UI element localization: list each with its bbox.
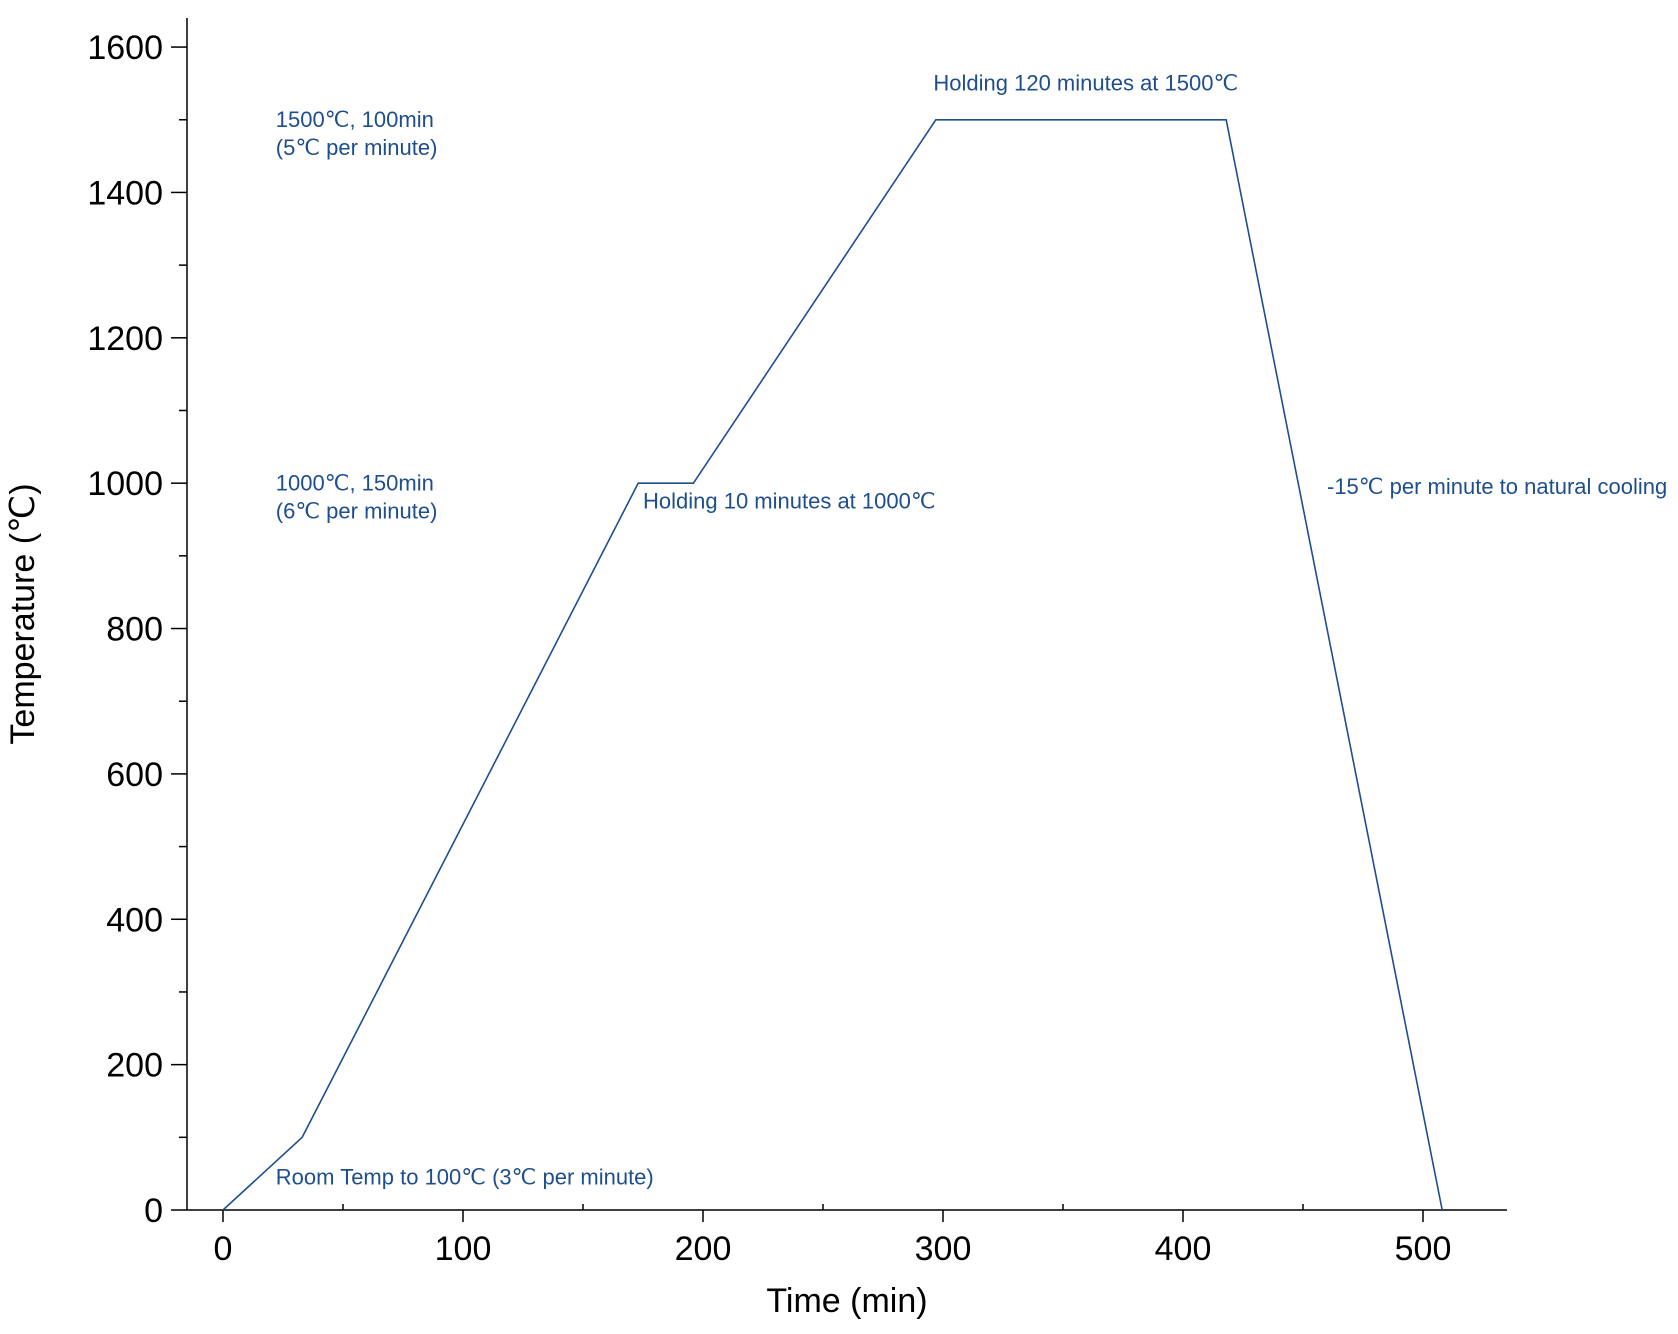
y-tick-label: 0 (144, 1192, 163, 1230)
x-tick-label: 400 (1155, 1230, 1212, 1268)
y-tick-label: 1600 (87, 29, 163, 67)
x-axis-ticks: 0 100 200 300 400 500 (214, 1204, 1452, 1268)
y-tick-label: 1200 (87, 320, 163, 358)
x-tick-label: 100 (435, 1230, 492, 1268)
x-tick-label: 0 (214, 1230, 233, 1268)
y-tick-label: 400 (106, 901, 163, 939)
y-axis-ticks: 0 200 400 600 800 1000 1200 1400 1600 (87, 29, 187, 1230)
x-tick-label: 200 (675, 1230, 732, 1268)
annotation-line: Holding 10 minutes at 1000℃ (643, 489, 936, 514)
annotation-line: 1500℃, 100min (276, 107, 434, 132)
annotation: Room Temp to 100℃ (3℃ per minute) (276, 1165, 654, 1190)
x-tick-label: 300 (915, 1230, 972, 1268)
temperature-profile-line (222, 119, 1443, 1211)
annotation: -15℃ per minute to natural cooling (1327, 474, 1667, 499)
x-axis-title: Time (min) (766, 1282, 927, 1320)
annotation-line: Holding 120 minutes at 1500℃ (933, 71, 1238, 96)
annotation: Holding 10 minutes at 1000℃ (643, 489, 936, 514)
x-tick-label: 500 (1395, 1230, 1452, 1268)
series-group (222, 119, 1443, 1211)
y-tick-label: 800 (106, 611, 163, 649)
y-tick-label: 200 (106, 1047, 163, 1085)
annotation-line: 1000℃, 150min (276, 470, 434, 495)
y-tick-label: 1000 (87, 465, 163, 503)
axes (186, 18, 1507, 1211)
annotation: 1000℃, 150min (6℃ per minute) (276, 470, 438, 523)
annotation-line: (6℃ per minute) (276, 498, 438, 523)
annotation-line: (5℃ per minute) (276, 135, 438, 160)
y-tick-label: 1400 (87, 174, 163, 212)
annotation-line: -15℃ per minute to natural cooling (1327, 474, 1667, 499)
annotation-line: Room Temp to 100℃ (3℃ per minute) (276, 1165, 654, 1190)
annotations: 1500℃, 100min (5℃ per minute) Holding 120 … (276, 71, 1667, 1190)
annotation: 1500℃, 100min (5℃ per minute) (276, 107, 438, 160)
y-tick-label: 600 (106, 756, 163, 794)
annotation: Holding 120 minutes at 1500℃ (933, 71, 1238, 96)
y-axis-title: Temperature (℃) (4, 483, 42, 744)
